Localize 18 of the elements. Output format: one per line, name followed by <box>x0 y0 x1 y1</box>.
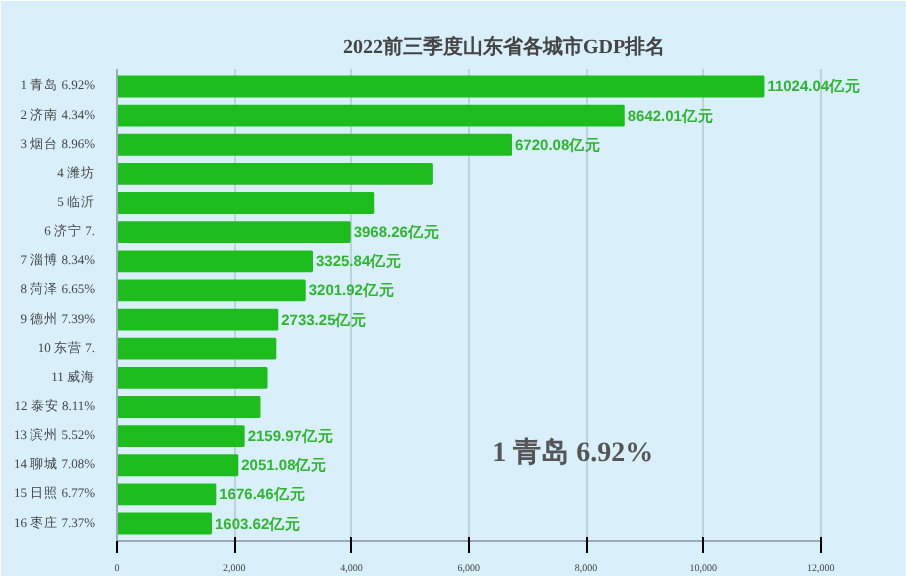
bar <box>117 396 261 418</box>
bar <box>117 250 314 273</box>
bar <box>117 483 217 506</box>
bar <box>117 75 765 98</box>
bar <box>117 104 625 127</box>
bar <box>117 366 268 389</box>
bar <box>117 221 351 244</box>
chart-title: 2022前三季度山东省各城市GDP排名 <box>342 35 666 59</box>
bar <box>117 192 375 214</box>
bar <box>117 133 513 156</box>
annotation: 1 青岛 6.92% <box>492 436 654 469</box>
bar <box>117 279 306 302</box>
bar <box>117 308 279 331</box>
bar <box>117 337 277 360</box>
bar <box>117 454 239 477</box>
bar <box>117 512 213 535</box>
bar <box>117 162 433 185</box>
bar <box>117 425 245 448</box>
